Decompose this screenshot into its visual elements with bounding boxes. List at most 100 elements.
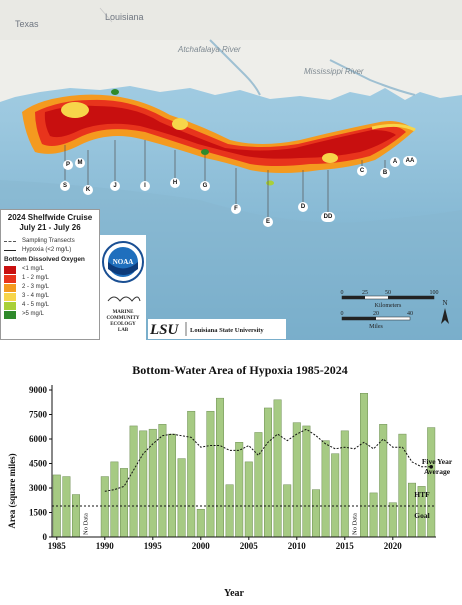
do-zone-gt5 (201, 149, 209, 155)
bar-2009 (283, 484, 292, 538)
map-scale-bar: 0 25 50 100 Kilometers 0 20 40 Miles N (340, 290, 450, 335)
x-tick-label-5: 2010 (288, 541, 307, 551)
x-tick-label-0: 1985 (48, 541, 67, 551)
bar-1999 (187, 410, 196, 538)
x-tick-label-7: 2020 (384, 541, 403, 551)
transect-a: A (390, 157, 400, 167)
lsu-logo-bg (148, 319, 286, 339)
transect-j: J (110, 181, 120, 191)
bar-1993 (129, 425, 138, 538)
legend-do-title: Bottom Dissolved Oxygen (4, 256, 85, 263)
transect-i: I (140, 181, 150, 191)
bar-2005 (244, 461, 253, 538)
x-tick-label-2: 1995 (144, 541, 163, 551)
scale-km-label: Kilometers (375, 303, 402, 309)
transect-p: P (63, 160, 73, 170)
label-texas: Texas (15, 19, 39, 29)
scale-km-tick-1: 25 (362, 290, 368, 296)
scale-km-tick-3: 100 (430, 290, 439, 296)
chart-title: Bottom-Water Area of Hypoxia 1985-2024 (132, 363, 348, 377)
lsu-logo-mark: LSU (149, 322, 180, 338)
bar-2002 (216, 397, 224, 538)
legend-sampling: Sampling Transects (1, 237, 99, 246)
mcel-logo-line3: ECOLOGY (110, 322, 136, 327)
transect-h: H (170, 178, 180, 188)
transect-g: G (200, 181, 210, 191)
bar-2017 (360, 393, 368, 538)
transect-d: D (298, 202, 308, 212)
map-legend: 2024 Shelfwide Cruise July 21 - July 26 … (0, 209, 100, 340)
y-tick-label-5: 7500 (29, 410, 48, 420)
chart-svg: Bottom-Water Area of Hypoxia 1985-2024 A… (7, 363, 453, 599)
bar-2010 (292, 422, 301, 538)
bar-1990 (100, 476, 109, 538)
bar-1994 (139, 430, 148, 538)
transect-dd: DD (321, 212, 335, 222)
legend-class-5-label: >5 mg/L (22, 311, 44, 317)
scale-mi-tick-2: 40 (407, 311, 413, 317)
x-tick-label-6: 2015 (336, 541, 355, 551)
label-louisiana: Louisiana (105, 12, 144, 22)
transect-k: K (83, 185, 93, 195)
five-year-average-label-1: Five Year (422, 457, 453, 466)
do-zone-3-4-west (61, 102, 89, 118)
legend-class-2: 2 - 3 mg/L (1, 283, 99, 292)
mcel-logo-line4: LAB (118, 328, 129, 333)
legend-class-3: 3 - 4 mg/L (1, 292, 99, 301)
bar-1995 (148, 428, 157, 538)
scale-km-tick-0: 0 (341, 290, 344, 296)
legend-sampling-label: Sampling Transects (22, 238, 75, 244)
do-zone-3-4-east (322, 153, 338, 163)
noaa-logo-text: NOAA (113, 258, 134, 266)
bar-1996 (158, 424, 167, 538)
legend-class-3-label: 3 - 4 mg/L (22, 293, 50, 299)
transect-b: B (380, 168, 390, 178)
scale-km-tick-2: 50 (385, 290, 391, 296)
hypoxia-map: Texas Louisiana Atchafalaya River Missis… (0, 0, 462, 340)
lsu-logo-name: Louisiana State University (190, 327, 264, 334)
y-tick-label-4: 6000 (29, 434, 48, 444)
bar-1991 (110, 461, 119, 538)
legend-title-line2: July 21 - July 26 (19, 223, 81, 232)
bar-2024 (427, 427, 436, 538)
mcel-logo-line1: MARINE (113, 310, 134, 315)
transect-s: S (60, 181, 70, 191)
bar-2001 (206, 410, 215, 538)
scale-mi-tick-1: 20 (373, 311, 379, 317)
bar-2006 (254, 432, 263, 538)
scale-mi-tick-0: 0 (341, 311, 344, 317)
bar-2011 (302, 425, 311, 538)
five-year-average-label-2: Average (424, 467, 451, 476)
bar-2013 (321, 440, 330, 538)
bar-2000 (196, 508, 205, 538)
transect-m: M (75, 158, 85, 168)
north-arrow-icon (441, 308, 449, 324)
bar-2004 (235, 442, 244, 538)
hypoxia-area-chart: Bottom-Water Area of Hypoxia 1985-2024 A… (0, 345, 462, 600)
north-label: N (442, 299, 447, 307)
x-tick-label-4: 2005 (240, 541, 259, 551)
chart-ylabel: Area (square miles) (7, 453, 17, 528)
bar-1992 (120, 468, 128, 538)
label-atchafalaya: Atchafalaya River (178, 45, 241, 54)
x-tick-label-1: 1990 (96, 541, 115, 551)
bar-2014 (331, 453, 340, 538)
legend-class-2-label: 2 - 3 mg/L (22, 284, 50, 290)
no-data-label-0: No Data (83, 513, 90, 535)
y-tick-label-1: 1500 (29, 508, 48, 518)
y-tick-label-6: 9000 (29, 385, 48, 395)
no-data-label-1: No Data (351, 513, 358, 535)
htf-goal-label-1: HTF (414, 490, 430, 499)
legend-class-1: 1 - 2 mg/L (1, 274, 99, 283)
bar-1986 (62, 476, 71, 538)
five-year-average-line (104, 428, 432, 492)
scale-mi-label: Miles (369, 324, 383, 330)
five-year-average-endpoint (429, 464, 434, 469)
atchafalaya-river (209, 39, 261, 96)
bar-2020 (388, 502, 397, 538)
mississippi-river (329, 59, 416, 96)
bar-1997 (168, 433, 176, 538)
mcel-logo-line2: COMMUNITY (106, 316, 139, 321)
bar-2008 (273, 399, 282, 538)
sampling-transects (64, 140, 386, 218)
